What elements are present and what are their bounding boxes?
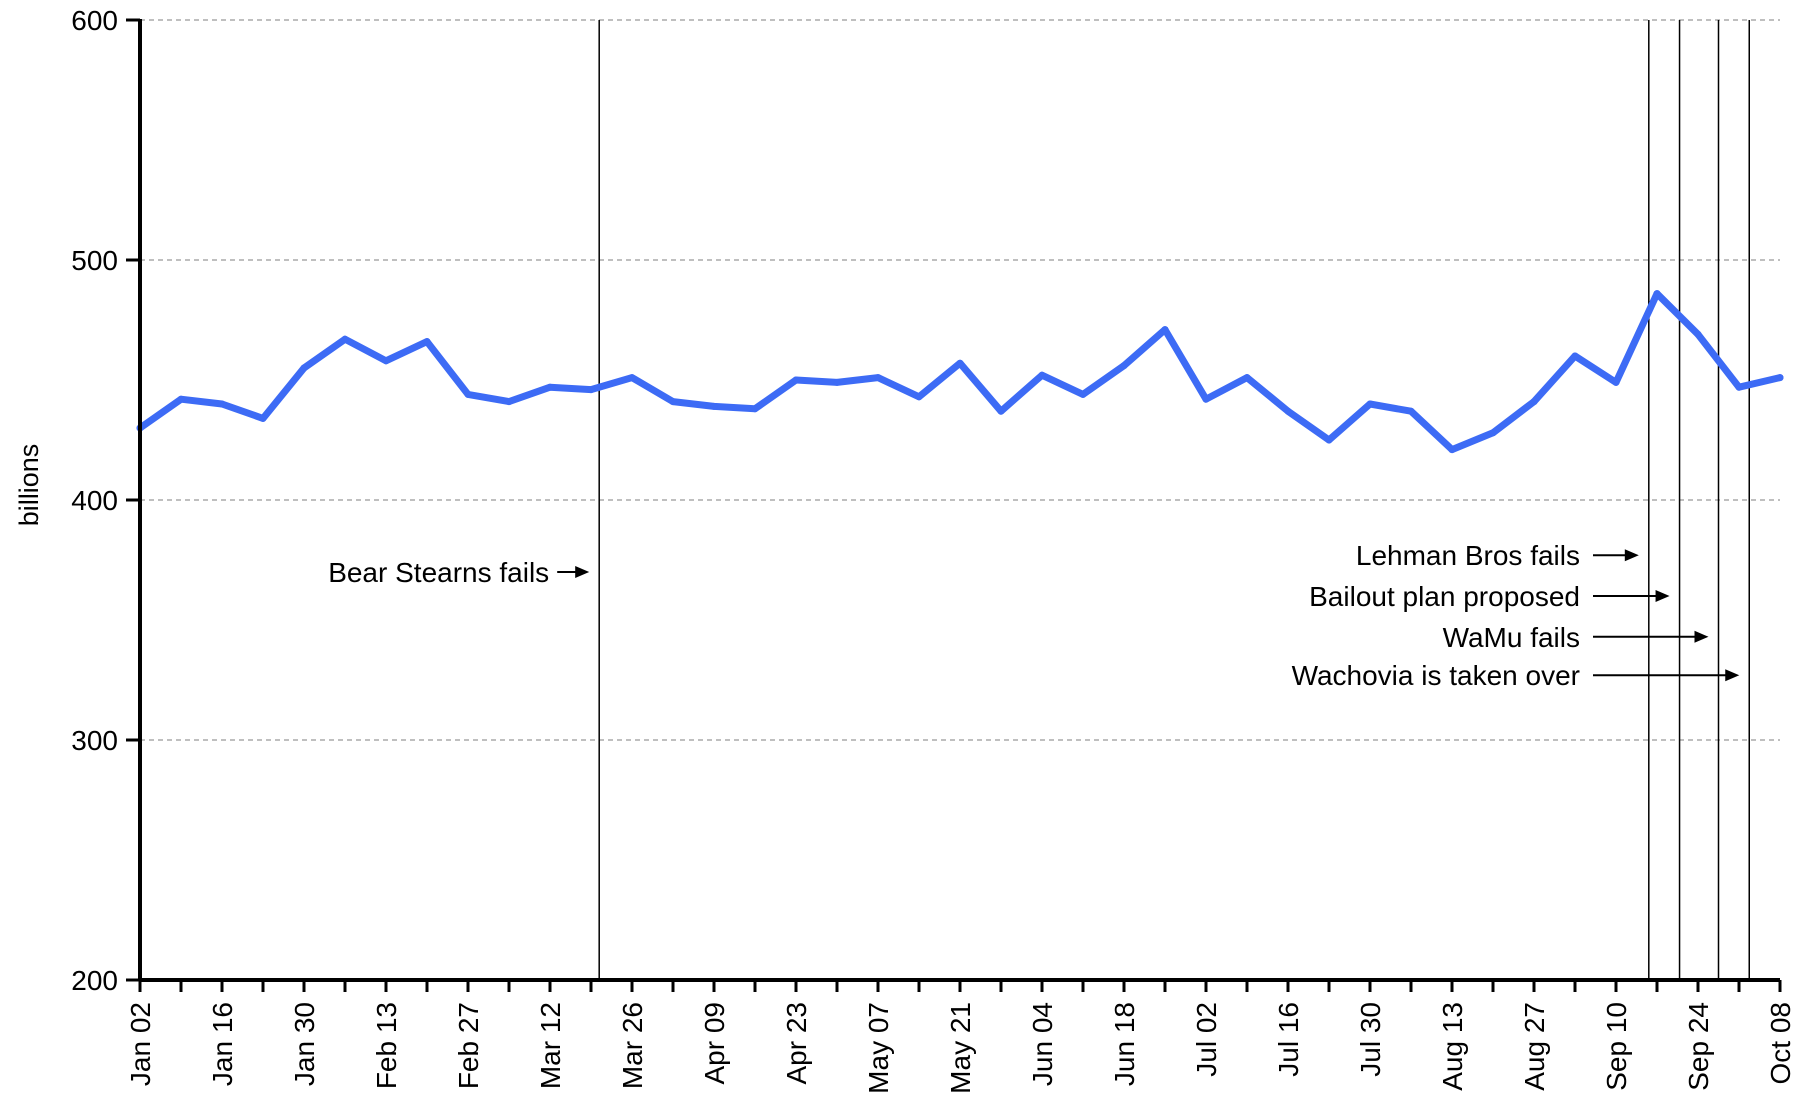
data-point xyxy=(1530,398,1538,406)
series-layer xyxy=(136,290,1784,454)
y-axis-label: billions xyxy=(14,444,44,527)
event-arrow-head xyxy=(575,566,590,578)
data-point xyxy=(751,405,759,413)
data-point xyxy=(300,364,308,372)
data-point xyxy=(1079,390,1087,398)
x-tick-label: Apr 23 xyxy=(781,1002,812,1085)
data-point xyxy=(382,357,390,365)
x-tick-label: Feb 13 xyxy=(371,1002,402,1089)
y-tick-label: 400 xyxy=(71,485,118,516)
data-point xyxy=(1161,326,1169,334)
data-point xyxy=(1694,330,1702,338)
x-tick-label: Jul 16 xyxy=(1273,1002,1304,1077)
data-point xyxy=(1407,407,1415,415)
event-annotations: Bear Stearns fails Lehman Bros fails Bailo… xyxy=(328,540,1740,691)
data-point xyxy=(218,400,226,408)
x-tick-label: Mar 26 xyxy=(617,1002,648,1089)
event-arrow-head xyxy=(1655,590,1670,602)
data-point xyxy=(1038,371,1046,379)
data-point xyxy=(1612,378,1620,386)
y-tick-label: 600 xyxy=(71,5,118,36)
event-label: Bear Stearns fails xyxy=(328,557,549,588)
event-label: Bailout plan proposed xyxy=(1309,581,1580,612)
x-tick-label: May 21 xyxy=(945,1002,976,1094)
data-point xyxy=(546,383,554,391)
data-point xyxy=(1325,436,1333,444)
data-point xyxy=(1448,446,1456,454)
data-point xyxy=(464,390,472,398)
event-label: Wachovia is taken over xyxy=(1292,660,1580,691)
data-point xyxy=(710,402,718,410)
data-point xyxy=(792,376,800,384)
series-line xyxy=(136,290,1784,454)
x-tick-label: Jul 02 xyxy=(1191,1002,1222,1077)
event-label: WaMu fails xyxy=(1443,622,1580,653)
data-point xyxy=(1489,429,1497,437)
data-point xyxy=(1366,400,1374,408)
x-tick-label: Feb 27 xyxy=(453,1002,484,1089)
data-point xyxy=(997,407,1005,415)
data-point xyxy=(1653,290,1661,298)
data-point xyxy=(956,359,964,367)
x-tick-label: Apr 09 xyxy=(699,1002,730,1085)
x-tick-label: May 07 xyxy=(863,1002,894,1094)
data-point xyxy=(628,374,636,382)
event-lines xyxy=(598,20,1750,980)
data-point xyxy=(915,393,923,401)
x-tick-label: Jun 18 xyxy=(1109,1002,1140,1086)
data-point xyxy=(341,335,349,343)
x-tick-label: Mar 12 xyxy=(535,1002,566,1089)
data-point xyxy=(1120,362,1128,370)
y-ticks: 200 300 400 500 600 xyxy=(71,5,140,996)
y-tick-label: 200 xyxy=(71,965,118,996)
data-point xyxy=(874,374,882,382)
grid-lines xyxy=(140,19,1780,741)
y-tick-label: 500 xyxy=(71,245,118,276)
data-point xyxy=(1735,383,1743,391)
y-tick-label: 300 xyxy=(71,725,118,756)
data-point xyxy=(1571,352,1579,360)
data-point xyxy=(669,398,677,406)
data-point xyxy=(833,378,841,386)
x-tick-label: Sep 24 xyxy=(1683,1002,1714,1091)
event-arrow-head xyxy=(1624,549,1639,562)
data-point xyxy=(1243,374,1251,382)
x-tick-label: Jul 30 xyxy=(1355,1002,1386,1077)
data-point xyxy=(1284,407,1292,415)
x-ticks: Jan 02 Jan 16 Jan 30 Feb 13 Feb 27 Mar 12 Mar … xyxy=(125,980,1796,1094)
data-point xyxy=(1776,374,1784,382)
x-tick-label: Aug 27 xyxy=(1519,1002,1550,1091)
x-tick-label: Jan 02 xyxy=(125,1002,156,1086)
x-tick-label: Jan 16 xyxy=(207,1002,238,1086)
event-arrow-head xyxy=(1725,669,1740,682)
x-tick-label: Sep 10 xyxy=(1601,1002,1632,1091)
event-label: Lehman Bros fails xyxy=(1356,540,1580,571)
data-point xyxy=(1202,395,1210,403)
data-point xyxy=(259,414,267,422)
x-tick-label: Jun 04 xyxy=(1027,1002,1058,1086)
data-point xyxy=(177,395,185,403)
x-tick-label: Jan 30 xyxy=(289,1002,320,1086)
data-point xyxy=(505,398,513,406)
data-point xyxy=(423,338,431,346)
data-point xyxy=(587,386,595,394)
event-arrow-head xyxy=(1694,630,1709,643)
x-tick-label: Oct 08 xyxy=(1765,1002,1796,1084)
x-tick-label: Aug 13 xyxy=(1437,1002,1468,1091)
